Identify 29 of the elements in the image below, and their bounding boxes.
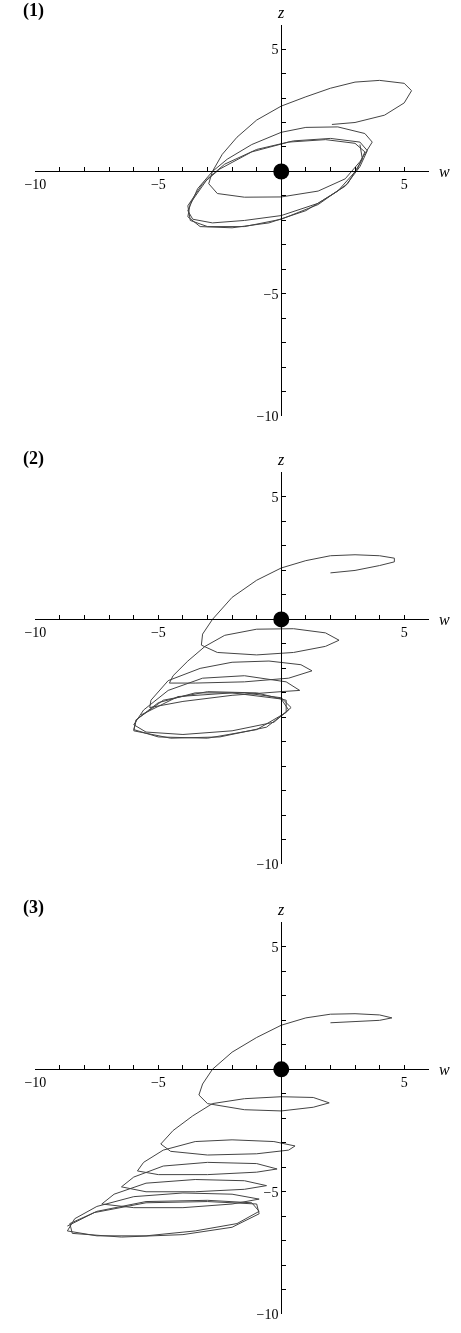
y-tick-label: −5 xyxy=(263,286,279,302)
chart-title: (2) xyxy=(23,448,44,469)
y-tick-label: −5 xyxy=(263,1184,279,1200)
x-tick-label: −10 xyxy=(24,177,47,193)
x-tick-label: −10 xyxy=(24,625,47,641)
y-tick-label: 5 xyxy=(271,939,279,955)
y-tick-label: 5 xyxy=(271,41,279,57)
x-axis-title: w xyxy=(439,611,450,628)
line-series xyxy=(133,554,395,739)
x-tick-label: −5 xyxy=(150,1075,166,1091)
y-axis-title: z xyxy=(277,901,285,918)
x-axis-title: w xyxy=(439,1061,450,1078)
x-tick-label: 5 xyxy=(400,177,408,193)
y-tick-label: −10 xyxy=(256,1307,279,1323)
x-tick-label: −5 xyxy=(150,177,166,193)
y-tick-label: 5 xyxy=(271,489,279,505)
x-axis-title: w xyxy=(439,163,450,180)
chart-title: (1) xyxy=(23,0,44,21)
chart-title: (3) xyxy=(23,897,44,918)
line-series xyxy=(66,1013,393,1238)
y-axis-title: z xyxy=(277,451,285,468)
x-tick-label: −5 xyxy=(150,625,166,641)
y-tick-label: −10 xyxy=(256,409,279,425)
x-tick-label: −10 xyxy=(24,1075,47,1091)
y-axis-title: z xyxy=(277,4,285,21)
x-tick-label: 5 xyxy=(400,625,408,641)
x-tick-label: 5 xyxy=(400,1075,408,1091)
line-series xyxy=(187,79,413,229)
y-tick-label: −10 xyxy=(256,857,279,873)
